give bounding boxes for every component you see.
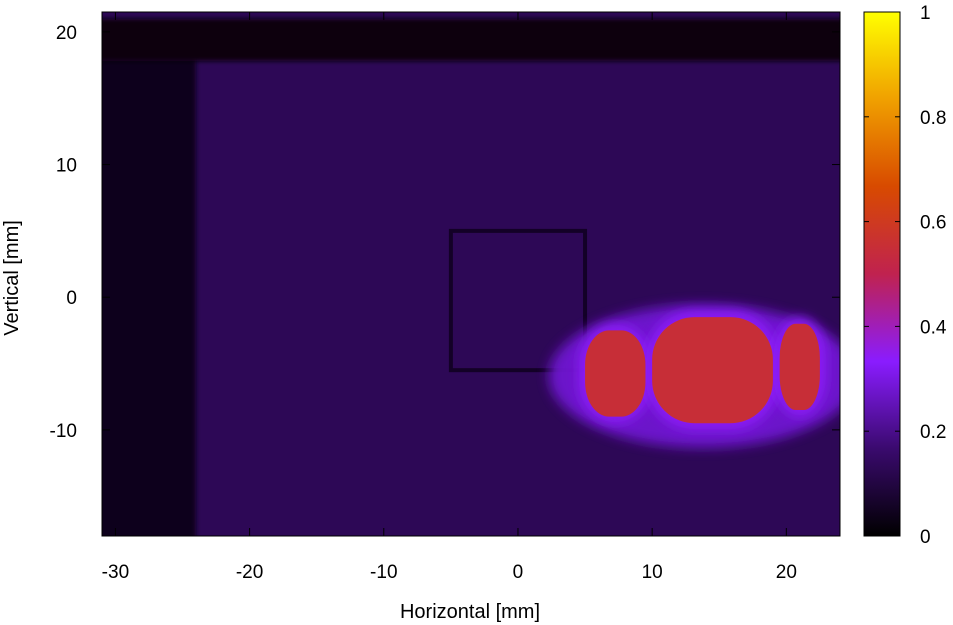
- y-axis-label: Vertical [mm]: [1, 220, 23, 336]
- heatmap-plot-area: [102, 12, 840, 536]
- colorbar-tick-label: 0: [920, 527, 931, 548]
- plot-frame: [101, 11, 841, 537]
- dark-edge-region: [102, 58, 196, 536]
- colorbar-tick-label: 0.8: [920, 108, 946, 129]
- x-tick-label: -30: [102, 562, 129, 583]
- x-tick-label: -10: [370, 562, 397, 583]
- y-tick-label: 20: [56, 23, 77, 44]
- y-tick-label: 10: [56, 156, 77, 177]
- colorbar-tick-label: 0.4: [920, 317, 947, 338]
- y-tick-label: -10: [50, 421, 77, 442]
- hot-spot-lobe: [652, 317, 773, 424]
- central-square-outline: [448, 228, 588, 373]
- x-tick-label: 0: [513, 562, 524, 583]
- heatmap-background: [102, 12, 840, 536]
- hot-spot-lobe: [585, 330, 646, 417]
- hot-spot-lobe: [779, 323, 820, 410]
- x-tick-label: -20: [236, 562, 263, 583]
- colorbar-tick-label: 0.6: [920, 213, 946, 234]
- colorbar-axis: 1 0.8 0.6 0.4 0.2 0: [864, 3, 947, 548]
- colorbar: [863, 11, 901, 537]
- y-tick-label: 0: [66, 288, 77, 309]
- x-axis-label: Horizontal [mm]: [400, 601, 540, 623]
- x-tick-label: 10: [642, 562, 663, 583]
- colorbar-tick-label: 0.2: [920, 422, 946, 443]
- x-tick-label: 20: [776, 562, 797, 583]
- colorbar-tick-label: 1: [920, 3, 931, 24]
- y-axis: 20 10 0 -10: [50, 23, 840, 442]
- x-axis: -30 -20 -10 0 10 20: [102, 12, 797, 583]
